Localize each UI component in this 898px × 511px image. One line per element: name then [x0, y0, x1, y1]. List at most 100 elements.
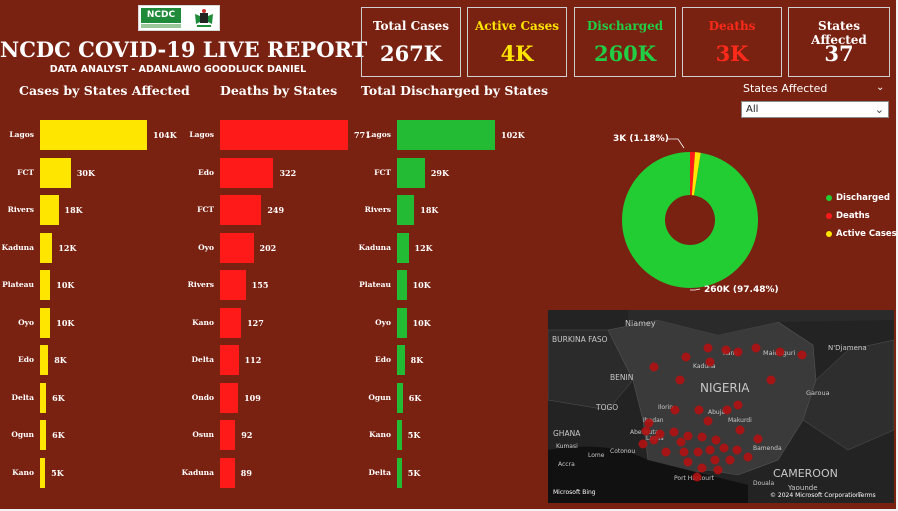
map-state-marker[interactable]: [679, 447, 689, 457]
bar[interactable]: [220, 195, 262, 225]
bar[interactable]: [220, 232, 254, 263]
legend-item-discharged[interactable]: Discharged: [826, 193, 890, 203]
map-state-marker[interactable]: [721, 345, 731, 355]
map-state-marker[interactable]: [697, 463, 707, 473]
bar-data-label: 771: [354, 130, 371, 140]
bar[interactable]: [397, 420, 402, 450]
map-label: NIGERIA: [700, 381, 750, 395]
bar-data-label: 5K: [407, 467, 421, 478]
map-state-marker[interactable]: [719, 443, 729, 453]
donut-slice-deaths[interactable]: [690, 152, 696, 196]
legend-item-deaths[interactable]: Deaths: [826, 211, 870, 221]
map-state-marker[interactable]: [722, 405, 732, 415]
map-state-marker[interactable]: [751, 343, 761, 353]
bar[interactable]: [397, 345, 405, 375]
bar[interactable]: [40, 270, 51, 300]
donut-chart[interactable]: [600, 130, 780, 310]
map-state-marker[interactable]: [676, 437, 686, 447]
map-state-marker[interactable]: [775, 347, 785, 357]
chevron-down-icon[interactable]: ⌄: [876, 82, 885, 93]
bar[interactable]: [220, 307, 242, 338]
kpi-card-active-cases[interactable]: Active Cases 4K: [467, 7, 567, 77]
map-state-marker[interactable]: [649, 362, 659, 372]
map-markers[interactable]: [638, 343, 807, 482]
map-state-marker[interactable]: [649, 435, 659, 445]
bar[interactable]: [397, 232, 409, 263]
map-state-marker[interactable]: [641, 426, 651, 436]
legend-item-active-cases[interactable]: Active Cases: [826, 229, 897, 239]
bar[interactable]: [397, 120, 495, 150]
map-state-marker[interactable]: [766, 375, 776, 385]
bar[interactable]: [220, 420, 236, 450]
map-state-marker[interactable]: [713, 465, 723, 475]
donut-slice-active-cases[interactable]: [691, 152, 701, 196]
bar[interactable]: [397, 307, 407, 338]
map-state-marker[interactable]: [638, 439, 648, 449]
bar[interactable]: [40, 157, 71, 188]
legend-dot-deaths: [826, 212, 832, 219]
map-state-marker[interactable]: [735, 425, 745, 435]
bar[interactable]: [40, 345, 49, 375]
bar[interactable]: [220, 457, 235, 488]
kpi-card-total-cases[interactable]: Total Cases 267K: [361, 7, 461, 77]
bar[interactable]: [40, 457, 46, 488]
map-state-marker[interactable]: [711, 435, 721, 445]
bar-data-label: 92: [241, 430, 253, 440]
bar[interactable]: [220, 382, 239, 413]
map-terms-link[interactable]: Terms: [858, 492, 876, 499]
bar[interactable]: [397, 382, 403, 413]
map-state-marker[interactable]: [797, 350, 807, 360]
map-state-marker[interactable]: [683, 457, 693, 467]
map-state-marker[interactable]: [644, 418, 654, 428]
bar[interactable]: [220, 345, 239, 375]
map-state-marker[interactable]: [693, 447, 703, 457]
bar[interactable]: [220, 270, 246, 300]
map-state-marker[interactable]: [681, 352, 691, 362]
map-state-marker[interactable]: [703, 416, 713, 426]
map-state-marker[interactable]: [661, 447, 671, 457]
bar[interactable]: [40, 120, 147, 150]
bar[interactable]: [397, 270, 407, 300]
map-state-marker[interactable]: [683, 431, 693, 441]
map-state-marker[interactable]: [753, 434, 763, 444]
bar[interactable]: [40, 382, 47, 413]
bar[interactable]: [397, 157, 425, 188]
bar[interactable]: [40, 420, 47, 450]
map-state-marker[interactable]: [733, 400, 743, 410]
kpi-value: 267K: [379, 41, 443, 66]
map-state-marker[interactable]: [705, 357, 715, 367]
map-state-marker[interactable]: [669, 427, 679, 437]
bar[interactable]: [40, 307, 51, 338]
bar[interactable]: [397, 195, 415, 225]
legend-dot-discharged: [826, 194, 832, 201]
bar[interactable]: [397, 457, 402, 488]
kpi-card-deaths[interactable]: Deaths 3K: [682, 7, 782, 77]
bar[interactable]: [40, 195, 59, 225]
states-slicer-dropdown[interactable]: All ⌄: [741, 101, 889, 118]
states-slicer-value: All: [746, 104, 759, 115]
map-state-marker[interactable]: [675, 375, 685, 385]
report-title: NCDC COVID-19 LIVE REPORT: [0, 37, 368, 62]
kpi-card-discharged[interactable]: Discharged 260K: [574, 7, 676, 77]
map-state-marker[interactable]: [733, 347, 743, 357]
map-state-marker[interactable]: [697, 432, 707, 442]
map-label: Bamenda: [753, 445, 782, 452]
map-state-marker[interactable]: [692, 472, 702, 482]
map-state-marker[interactable]: [694, 405, 704, 415]
map-state-marker[interactable]: [743, 452, 753, 462]
map-state-marker[interactable]: [732, 445, 742, 455]
donut-slice-discharged[interactable]: [622, 152, 758, 288]
map-nigeria[interactable]: Niamey BURKINA FASO BENIN TOGO GHANA NIG…: [548, 310, 894, 503]
kpi-card-states-affected[interactable]: States Affected 37: [788, 7, 890, 77]
bar[interactable]: [220, 120, 348, 150]
bar[interactable]: [40, 232, 53, 263]
map-state-marker[interactable]: [725, 455, 735, 465]
map-state-marker[interactable]: [705, 445, 715, 455]
map-state-marker[interactable]: [670, 405, 680, 415]
bar[interactable]: [220, 157, 274, 188]
map-state-marker[interactable]: [703, 343, 713, 353]
map-state-marker[interactable]: [655, 429, 665, 439]
map-state-marker[interactable]: [710, 455, 720, 465]
bar-category-label: Rivers: [187, 280, 214, 289]
